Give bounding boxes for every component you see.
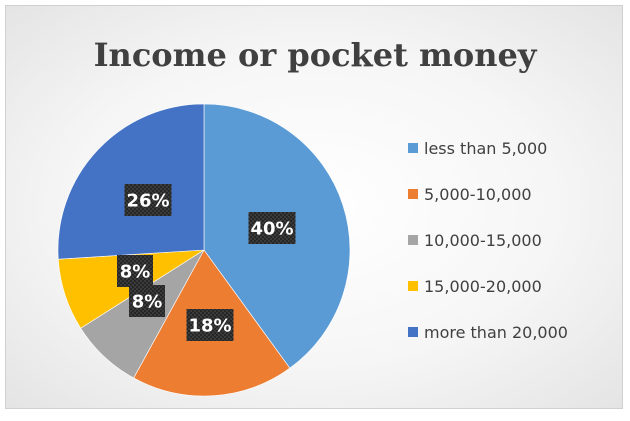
data-label-3: 8% — [129, 285, 165, 317]
legend-item-3: 10,000-15,000 — [408, 230, 568, 250]
legend-label: less than 5,000 — [424, 138, 548, 158]
data-label-text: 40% — [250, 219, 293, 240]
data-label-box — [129, 285, 165, 317]
legend-item-2: 5,000-10,000 — [408, 184, 568, 204]
data-label-1: 40% — [248, 212, 296, 244]
legend-label: 10,000-15,000 — [424, 230, 542, 250]
data-label-box — [248, 212, 296, 244]
data-label-box — [124, 184, 172, 216]
legend-label: 15,000-20,000 — [424, 276, 542, 296]
legend-item-4: 15,000-20,000 — [408, 276, 568, 296]
legend-swatch — [408, 327, 418, 337]
data-label-text: 8% — [132, 292, 163, 313]
legend-swatch — [408, 235, 418, 245]
legend-swatch — [408, 189, 418, 199]
pie-slice-5 — [57, 103, 205, 260]
data-label-box — [117, 255, 153, 287]
data-label-text: 18% — [188, 316, 231, 337]
legend-swatch — [408, 143, 418, 153]
legend-item-5: more than 20,000 — [408, 322, 568, 342]
legend-label: 5,000-10,000 — [424, 184, 532, 204]
data-label-box — [186, 309, 234, 341]
data-label-4: 8% — [117, 255, 153, 287]
data-label-text: 8% — [120, 262, 151, 283]
data-label-text: 26% — [126, 191, 169, 212]
legend-item-1: less than 5,000 — [408, 138, 568, 158]
legend: less than 5,000 5,000-10,000 10,000-15,000… — [408, 138, 568, 368]
data-label-2: 18% — [186, 309, 234, 341]
legend-label: more than 20,000 — [424, 322, 568, 342]
chart-title: Income or pocket money — [93, 36, 537, 74]
legend-swatch — [408, 281, 418, 291]
data-label-5: 26% — [124, 184, 172, 216]
